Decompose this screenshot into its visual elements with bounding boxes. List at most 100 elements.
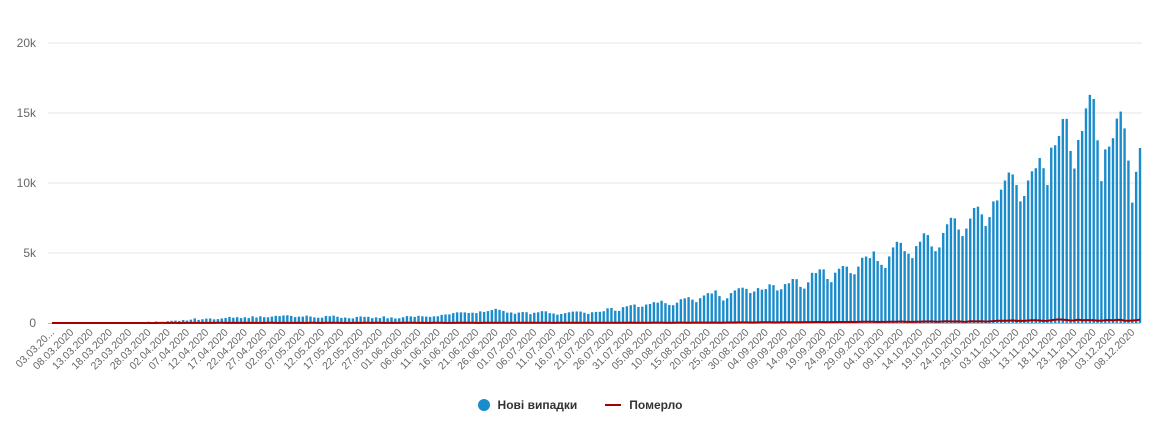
legend-item-deaths[interactable]: Померло: [605, 398, 682, 412]
case-bar: [320, 317, 324, 323]
y-tick-label: 15k: [17, 106, 37, 120]
case-bar: [768, 284, 771, 323]
case-bar: [969, 218, 972, 323]
case-bar: [814, 273, 818, 323]
case-bar: [313, 317, 316, 323]
case-bar: [178, 320, 181, 323]
case-bar: [205, 318, 208, 323]
case-bar: [201, 319, 204, 323]
case-bar: [405, 316, 409, 323]
case-bar: [668, 304, 671, 323]
case-bar: [641, 306, 644, 323]
case-bar: [830, 282, 833, 323]
case-bar: [795, 279, 798, 323]
deaths-line-group: [48, 318, 1141, 325]
case-bar: [463, 312, 467, 323]
case-bar: [235, 317, 239, 323]
case-bar: [1104, 149, 1107, 323]
deaths-legend-marker-icon: [605, 404, 622, 406]
case-bar: [455, 312, 459, 323]
y-tick-label: 5k: [23, 246, 37, 260]
case-bar: [259, 316, 262, 323]
case-bar: [853, 274, 856, 323]
case-bar: [965, 228, 968, 323]
case-bar: [1061, 118, 1065, 323]
case-bar: [378, 318, 382, 323]
case-bar: [174, 320, 177, 323]
case-bar: [1007, 172, 1011, 323]
case-bar: [602, 311, 605, 323]
case-bar: [633, 304, 636, 323]
y-axis: 0 5k 10k 15k 20k: [17, 36, 37, 330]
case-bar: [606, 308, 609, 323]
case-bar: [637, 307, 640, 323]
case-bar: [772, 285, 775, 323]
case-bar: [648, 304, 652, 323]
case-bar: [563, 313, 567, 323]
case-bar: [776, 290, 779, 323]
case-bar: [317, 317, 320, 323]
case-bar: [756, 288, 760, 323]
case-bar: [421, 316, 424, 323]
case-bar: [837, 268, 841, 323]
case-bar: [359, 316, 362, 323]
case-bar: [1015, 185, 1018, 323]
case-bar: [652, 302, 656, 323]
case-bar: [398, 318, 401, 323]
case-bar: [702, 295, 706, 323]
case-bar: [440, 314, 443, 323]
case-bar: [614, 310, 617, 323]
covid-bar-chart: 0 5k 10k 15k 20k 03.03.20...08.03.202013.03.…: [14, 36, 1142, 372]
case-bar: [953, 218, 957, 323]
case-bar: [340, 317, 343, 323]
case-bar: [548, 313, 551, 323]
case-bar: [1065, 118, 1068, 323]
case-bar: [332, 315, 335, 323]
deaths-line: [52, 318, 1141, 325]
case-bar: [571, 311, 575, 323]
case-bar: [247, 318, 250, 323]
case-bar: [972, 208, 976, 323]
case-bar: [722, 300, 725, 323]
case-bar: [475, 313, 478, 323]
case-bar: [255, 317, 258, 323]
case-bar: [880, 264, 883, 323]
case-bar: [683, 298, 686, 323]
case-bar: [525, 312, 528, 323]
case-bar: [467, 313, 470, 323]
case-bar: [587, 313, 590, 323]
y-tick-label: 20k: [17, 36, 37, 50]
case-bar: [367, 316, 370, 323]
legend-cases-label: Нові випадки: [497, 398, 578, 412]
y-tick-label: 10k: [17, 176, 37, 190]
case-bar: [305, 315, 308, 323]
case-bar: [1034, 168, 1038, 323]
case-bar: [309, 316, 312, 323]
case-bar: [216, 319, 220, 323]
case-bar: [1053, 145, 1057, 323]
case-bar: [868, 258, 872, 323]
case-bar: [590, 312, 594, 323]
case-bar: [297, 316, 301, 323]
case-bar: [181, 319, 185, 323]
case-bar: [1026, 180, 1030, 323]
case-bar: [560, 314, 563, 323]
case-bar: [884, 267, 887, 323]
case-bar: [479, 311, 482, 323]
case-bar: [1134, 171, 1138, 323]
case-bar: [876, 261, 879, 323]
case-bar: [540, 311, 544, 323]
case-bar: [1050, 147, 1053, 323]
case-bar: [1111, 138, 1115, 323]
case-bar: [1042, 168, 1045, 323]
case-bar: [459, 312, 463, 323]
case-bar: [984, 226, 987, 323]
case-bar: [224, 317, 227, 323]
case-bar: [529, 314, 532, 323]
case-bar: [737, 288, 740, 323]
legend-item-cases[interactable]: Нові випадки: [477, 398, 578, 412]
case-bar: [922, 233, 926, 323]
case-bar: [617, 310, 621, 323]
case-bar: [382, 316, 386, 323]
case-bar: [243, 317, 247, 323]
